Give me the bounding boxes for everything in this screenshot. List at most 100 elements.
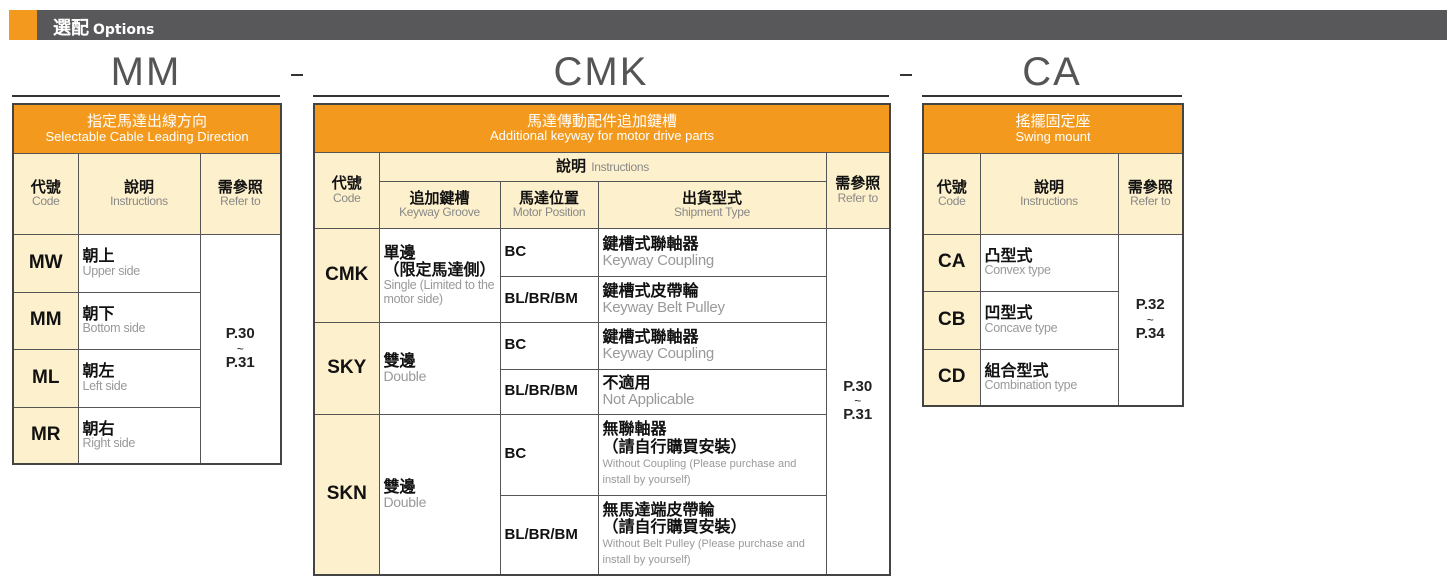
table-row: CA 凸型式 Convex type P.32 ~ P.34 [922,233,1184,407]
cmk-cols-kg_zh: 追加鍵槽 [409,188,470,207]
cmk-groups-0-rows-1-zh: 鍵槽式皮帶輪 [602,280,699,300]
cmk-groups-1-rows-0-en: Keyway Coupling [602,345,715,363]
refer-pages: P.30 ~ P.31 [825,227,891,576]
mm-head_zh: 指定馬達出線方向 [87,112,208,131]
cmk-ref-from: P.30 [843,377,873,395]
mm-rows-2-zh: 朝左 [82,361,115,381]
col-refer: 需參照 Refer to [199,152,282,235]
cmk-cols-st_en: Shipment Type [674,205,750,220]
mm-rows-1-code: MM [12,291,79,350]
ca-rows-1-code: CB [922,290,981,350]
mm-rows-0-en: Upper side [82,263,141,278]
cmk-groups-1-kg_en: Double [383,368,427,385]
ca-cols-ref_en: Refer to [1130,194,1171,209]
ca-rows-2-zh: 組合型式 [984,360,1049,380]
cmk-groups-2-rows-0-zh: 無聯軸器 [602,419,667,439]
cmk-groups-2-rows-1-mp: BL/BR/BM [499,494,599,576]
cmk-groups-0-rows-0-mp: BC [499,227,599,277]
col-code: 代號 Code [12,152,79,235]
cmk-groups-1-kg_zh1: 雙邊 [383,350,416,370]
mm-rows-1-zh: 朝下 [82,303,115,323]
cmk-groups-2-kg_en: Double [383,494,427,511]
col-instructions: 說明 Instructions [378,151,827,182]
cmk-underline [313,95,889,97]
table-row: BL/BR/BM 不適用 Not Applicable [314,368,890,415]
cmk-head_zh: 馬達傳動配件追加鍵槽 [526,111,677,130]
ca-cols-ins_zh: 說明 [1033,177,1064,196]
cmk-table-header: 馬達傳動配件追加鍵槽 Additional keyway for motor dr… [313,103,891,153]
mm-rows-3-zh: 朝右 [82,418,115,438]
table-row: ML 朝左 Left side [12,348,281,408]
separator-dash [291,74,303,76]
mm-ref-to: P.31 [225,353,255,371]
cmk-groups-0-rows-1-mp: BL/BR/BM [499,275,599,323]
cmk-groups-2-kg_zh1: 雙邊 [383,476,416,496]
mm-rows-2-en: Left side [82,378,128,393]
cmk-table: 馬達傳動配件追加鍵槽 Additional keyway for motor dr… [313,103,891,576]
mm-cols-ref_en: Refer to [220,194,261,209]
ca-table-header: 搖擺固定座 Swing mount [922,103,1184,154]
cmk-groups-1-rows-1-en: Not Applicable [602,391,695,409]
ca-cols-code_en: Code [938,194,966,209]
cmk-cols-ref_zh: 需參照 [835,174,881,193]
cmk-groups-1-rows-1-mp: BL/BR/BM [499,368,599,415]
mm-cols-ins_zh: 說明 [123,177,154,196]
mm-ref-tilde: ~ [236,341,244,356]
table-row: SKN 雙邊 Double BC 無聯軸器 （請自行購買安裝） Without Cou… [313,413,890,576]
mm-rows-0-zh: 朝上 [82,246,115,266]
table-row: MM 朝下 Bottom side [12,291,281,350]
mm-rows-0-code: MW [12,233,79,293]
cmk-groups-0-rows-1-en: Keyway Belt Pulley [602,298,725,316]
mm-underline [12,95,280,97]
cmk-groups-2-rows-1-en: Without Belt Pulley (Please purchase and… [602,537,805,567]
ca-head_en: Swing mount [1015,128,1091,144]
ca-table: 搖擺固定座 Swing mount 代號 Code 說明 Instructions 需… [922,103,1185,407]
cmk-groups-0-code: CMK [313,227,380,323]
section-title: 選配 Options [53,14,154,40]
table-row: CB 凹型式 Concave type [922,290,1183,350]
table-row: BL/BR/BM 鍵槽式皮帶輪 Keyway Belt Pulley [314,275,890,323]
cmk-cols-mp_en: Motor Position [512,205,586,220]
table-row: MW 朝上 Upper side P.30 ~ P.31 [12,233,282,465]
ca-title: CA [1022,50,1082,94]
cmk-cols-mp_zh: 馬達位置 [518,188,579,207]
col-keyway-groove: 追加鍵槽 Keyway Groove [378,180,501,229]
section-title-en: Options [93,22,155,38]
mm-cols-code_en: Code [32,194,60,209]
ca-cols-ins_en: Instructions [1020,194,1078,209]
section-header-bar: 選配 Options [9,10,1447,40]
cmk-groups-2-rows-0-en: Without Coupling (Please purchase and in… [602,457,797,487]
section-title-zh: 選配 [53,18,89,39]
ca-rows-0-code: CA [922,233,981,292]
table-row: MR 朝右 Right side [12,406,281,465]
cmk-head_en: Additional keyway for motor drive parts [490,128,714,144]
mm-table: 指定馬達出線方向 Selectable Cable Leading Directi… [12,103,283,465]
col-code: 代號 Code [313,151,380,229]
col-instructions: 說明 Instructions [77,152,201,235]
mm-rows-3-en: Right side [82,436,136,451]
ca-rows-1-en: Concave type [984,320,1058,335]
cmk-ref-tilde: ~ [854,394,862,409]
mm-ref-from: P.30 [225,325,255,343]
ca-ref-to: P.34 [1135,324,1165,342]
cmk-groups-2-rows-1-zh: 無馬達端皮帶輪 [602,499,715,519]
mm-head_en: Selectable Cable Leading Direction [45,128,249,144]
separator-dash [900,74,912,76]
ca-rows-2-en: Combination type [984,378,1078,393]
cmk-cols-ins_zh: 說明 [555,157,586,176]
cmk-groups-0-rows-0-zh: 鍵槽式聯軸器 [602,233,699,253]
cmk-groups-2-rows-0-zh2: （請自行購買安裝） [602,437,747,456]
cmk-groups-0-kg_zh1: 單邊 [383,242,416,262]
cmk-title: CMK [553,50,649,94]
table-row: BL/BR/BM 無馬達端皮帶輪 （請自行購買安裝） Without Belt Pu… [314,494,890,576]
cmk-ref-to: P.31 [843,406,873,424]
mm-cols-code_zh: 代號 [30,177,61,196]
mm-cols-ins_en: Instructions [110,194,168,209]
orange-marker [9,10,37,40]
cmk-groups-2-rows-1-zh2: （請自行購買安裝） [602,517,747,537]
col-code: 代號 Code [922,152,981,235]
cmk-groups-0-rows-0-en: Keyway Coupling [602,251,715,269]
cmk-cols-st_zh: 出貨型式 [681,188,742,207]
ca-rows-1-zh: 凹型式 [984,303,1033,323]
col-instructions: 說明 Instructions [979,152,1119,235]
